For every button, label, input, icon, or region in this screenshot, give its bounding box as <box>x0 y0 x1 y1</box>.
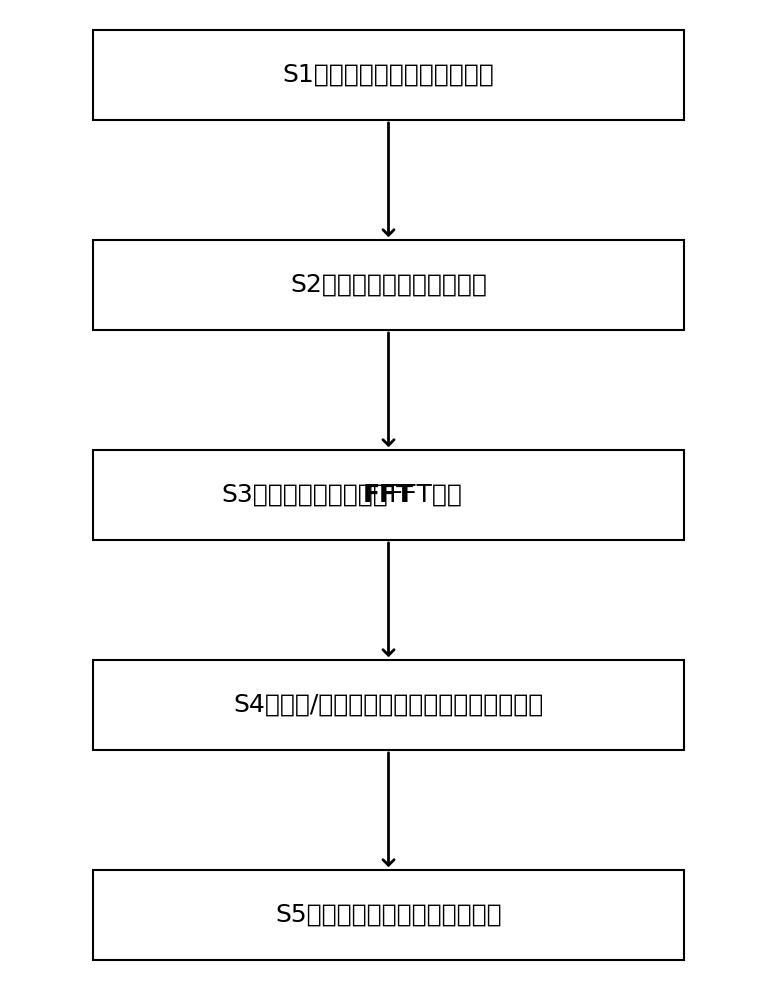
Text: FFT分析: FFT分析 <box>388 483 462 507</box>
Text: S5、得到不稳定周期解析表达式: S5、得到不稳定周期解析表达式 <box>275 903 502 927</box>
Text: S1、建立开关变换器系统模型: S1、建立开关变换器系统模型 <box>283 63 494 87</box>
FancyBboxPatch shape <box>93 870 684 960</box>
FancyBboxPatch shape <box>93 450 684 540</box>
Text: S3、不同非线性状态的: S3、不同非线性状态的 <box>221 483 388 507</box>
Text: S2、系统混沌态参数的确定: S2、系统混沌态参数的确定 <box>290 273 487 297</box>
FancyBboxPatch shape <box>93 30 684 120</box>
FancyBboxPatch shape <box>93 660 684 750</box>
Text: FFT: FFT <box>363 483 414 507</box>
Text: S4、假设/修正不稳定周期轨道中的谐波成分: S4、假设/修正不稳定周期轨道中的谐波成分 <box>233 693 544 717</box>
FancyBboxPatch shape <box>93 240 684 330</box>
